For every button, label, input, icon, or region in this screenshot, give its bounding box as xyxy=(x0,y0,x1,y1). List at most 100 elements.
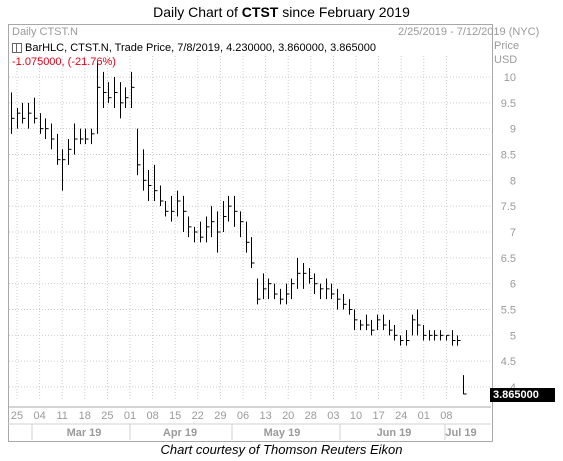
month-label: Mar 19 xyxy=(67,427,102,439)
hlc-bar xyxy=(57,133,61,165)
hlc-bar xyxy=(440,330,444,341)
hlc-bar xyxy=(371,319,375,336)
hlc-bar xyxy=(40,113,44,134)
y-tick-label: 4.5 xyxy=(501,356,516,368)
x-tick-label: 24 xyxy=(395,410,407,422)
month-label: Jun 19 xyxy=(377,427,412,439)
date-range-label: 2/25/2019 - 7/12/2019 (NYC) xyxy=(398,26,540,38)
x-tick-label: 08 xyxy=(440,410,452,422)
x-tick-label: 22 xyxy=(192,410,204,422)
x-tick-label: 25 xyxy=(101,410,113,422)
hlc-bar xyxy=(108,82,112,103)
hlc-bar xyxy=(62,149,66,191)
x-tick-label: 01 xyxy=(124,410,136,422)
hlc-bar xyxy=(291,278,295,300)
hlc-bar xyxy=(154,164,158,201)
hlc-bar xyxy=(452,330,456,346)
y-tick-label: 10 xyxy=(504,72,516,84)
hlc-bar xyxy=(251,237,255,269)
hlc-bar xyxy=(446,334,450,341)
hlc-bar xyxy=(331,283,335,300)
symbol-label: Daily CTST.N xyxy=(12,26,79,38)
hlc-bar xyxy=(51,123,55,150)
hlc-bar xyxy=(337,288,341,310)
hlc-bar xyxy=(17,108,21,129)
title-prefix: Daily Chart of xyxy=(153,4,242,20)
hlc-bar xyxy=(423,325,427,341)
hlc-bar xyxy=(274,283,278,300)
y-tick-label: 8.5 xyxy=(501,150,516,162)
hlc-bar xyxy=(228,195,232,222)
x-tick-label: 08 xyxy=(146,410,158,422)
x-tick-label: 25 xyxy=(11,410,23,422)
hlc-bar xyxy=(354,309,358,331)
hlc-bar xyxy=(85,128,89,145)
hlc-bar xyxy=(366,314,370,331)
hlc-bar xyxy=(194,226,198,243)
hlc-bar xyxy=(103,71,107,108)
hlc-bar xyxy=(400,335,404,346)
hlc-bar xyxy=(68,139,72,165)
hlc-bar xyxy=(406,330,410,346)
x-tick-label: 18 xyxy=(79,410,91,422)
legend-change: -1.075000, (-21.76%) xyxy=(12,56,116,68)
currency-axis-label: USD xyxy=(494,54,518,66)
hlc-bar xyxy=(137,128,141,176)
y-tick-label: 6.5 xyxy=(501,253,516,265)
hlc-bar xyxy=(34,97,38,124)
hlc-bar xyxy=(211,206,215,238)
x-tick-label: 10 xyxy=(350,410,362,422)
legend-series: BarHLC, CTST.N, Trade Price, 7/8/2019, 4… xyxy=(25,42,377,54)
hlc-bar-icon xyxy=(12,43,22,53)
x-tick-label: 13 xyxy=(259,410,271,422)
hlc-bar xyxy=(280,288,284,305)
x-tick-label: 15 xyxy=(169,410,181,422)
hlc-bar xyxy=(412,314,416,336)
hlc-bar xyxy=(125,87,129,108)
hlc-bar xyxy=(326,278,330,300)
hlc-bar xyxy=(377,314,381,331)
legend-line: BarHLC, CTST.N, Trade Price, 7/8/2019, 4… xyxy=(12,42,376,54)
hlc-bar xyxy=(97,61,101,134)
price-axis-label: Price xyxy=(494,40,520,52)
hlc-bar xyxy=(91,128,95,145)
x-tick-label: 03 xyxy=(327,410,339,422)
chart-frame xyxy=(8,24,493,442)
y-tick-label: 5 xyxy=(510,330,516,342)
hlc-bar xyxy=(80,128,84,145)
y-tick-label: 5.5 xyxy=(501,305,516,317)
hlc-bar xyxy=(383,314,387,331)
hlc-bar xyxy=(303,263,307,289)
hlc-bar xyxy=(286,283,290,305)
hlc-bar xyxy=(394,325,398,341)
month-label: Jul 19 xyxy=(445,427,476,439)
x-tick-label: 17 xyxy=(372,410,384,422)
month-label: Apr 19 xyxy=(163,427,197,439)
month-label: May 19 xyxy=(264,427,301,439)
hlc-bar xyxy=(246,221,250,253)
hlc-bar xyxy=(160,185,164,207)
hlc-bar xyxy=(429,330,433,341)
chart-title: Daily Chart of CTST since February 2019 xyxy=(0,4,563,20)
x-tick-label: 20 xyxy=(282,410,294,422)
hlc-bar xyxy=(360,319,364,331)
hlc-bar xyxy=(165,201,169,217)
x-tick-label: 01 xyxy=(418,410,430,422)
hlc-bar xyxy=(11,92,15,134)
hlc-bar xyxy=(148,170,152,201)
hlc-bar xyxy=(417,309,421,336)
chart-credit: Chart courtesy of Thomson Reuters Eikon xyxy=(160,442,403,457)
hlc-bar xyxy=(143,149,147,191)
hlc-bar xyxy=(463,375,467,395)
y-tick-label: 7 xyxy=(510,227,516,239)
hlc-bar xyxy=(457,335,461,346)
hlc-bar xyxy=(309,268,313,284)
hlc-bar xyxy=(223,201,227,232)
hlc-bar xyxy=(28,102,32,129)
x-tick-label: 11 xyxy=(56,410,67,422)
last-price-badge: 3.865000 xyxy=(490,388,555,402)
hlc-bar xyxy=(114,77,118,108)
hlc-bar xyxy=(234,195,238,227)
hlc-bar xyxy=(314,273,318,294)
